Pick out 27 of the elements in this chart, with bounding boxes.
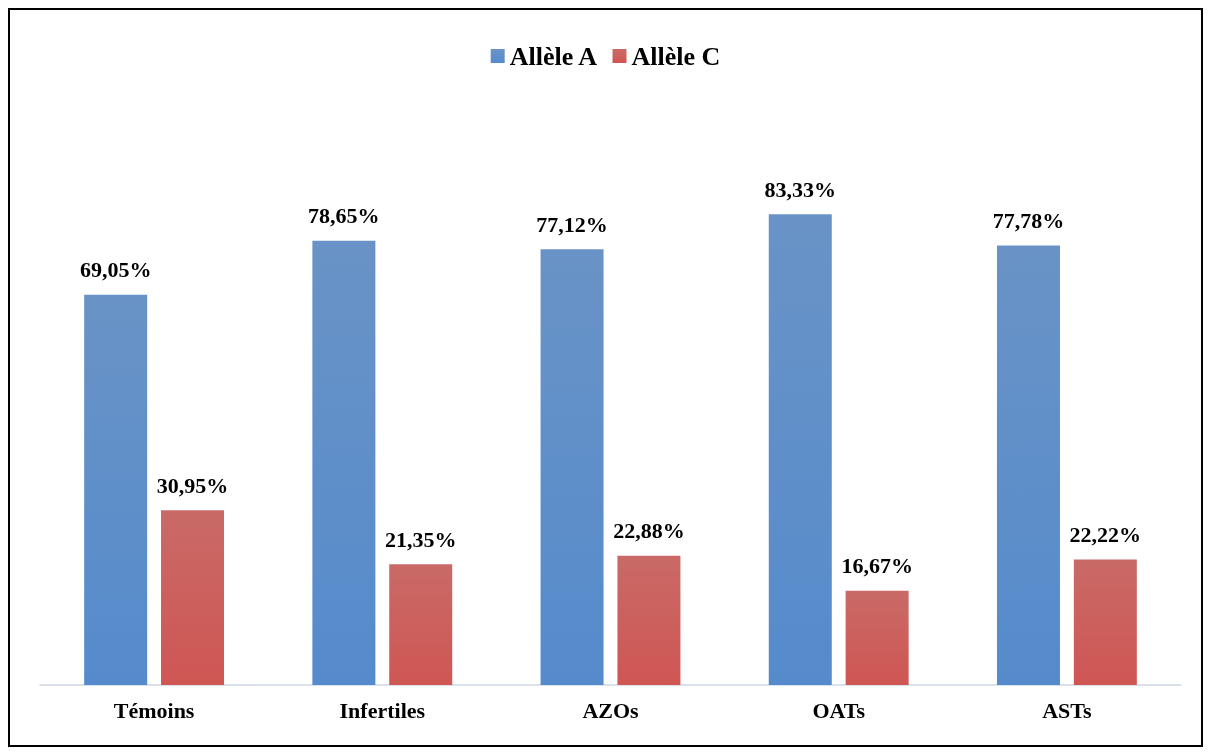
x-tick-label: OATs: [812, 697, 866, 723]
data-label: 77,78%: [992, 208, 1065, 234]
bar: [617, 555, 681, 685]
bar: [1073, 559, 1137, 685]
x-tick-label: Infertiles: [339, 697, 426, 723]
data-label: 83,33%: [764, 176, 837, 202]
x-tick-label: ASTs: [1042, 697, 1093, 723]
data-label: 22,22%: [1069, 521, 1142, 547]
bar: [84, 294, 148, 685]
bar: [996, 245, 1060, 685]
data-label: 69,05%: [79, 257, 152, 283]
data-label: 22,88%: [613, 518, 685, 544]
legend-label: Allèle A: [509, 41, 598, 71]
bar: [312, 240, 376, 685]
data-label: 78,65%: [308, 203, 380, 229]
data-label: 77,12%: [536, 211, 608, 237]
legend-label: Allèle C: [631, 41, 721, 71]
x-tick-label: Témoins: [113, 697, 195, 723]
bar: [540, 249, 604, 685]
bar: [845, 590, 909, 685]
bar: [161, 510, 225, 685]
data-label: 16,67%: [841, 553, 913, 579]
bar: [389, 564, 453, 685]
data-label: 30,95%: [156, 472, 229, 498]
data-label: 21,35%: [384, 526, 457, 552]
bar: [768, 214, 832, 685]
x-tick-label: AZOs: [582, 697, 640, 723]
